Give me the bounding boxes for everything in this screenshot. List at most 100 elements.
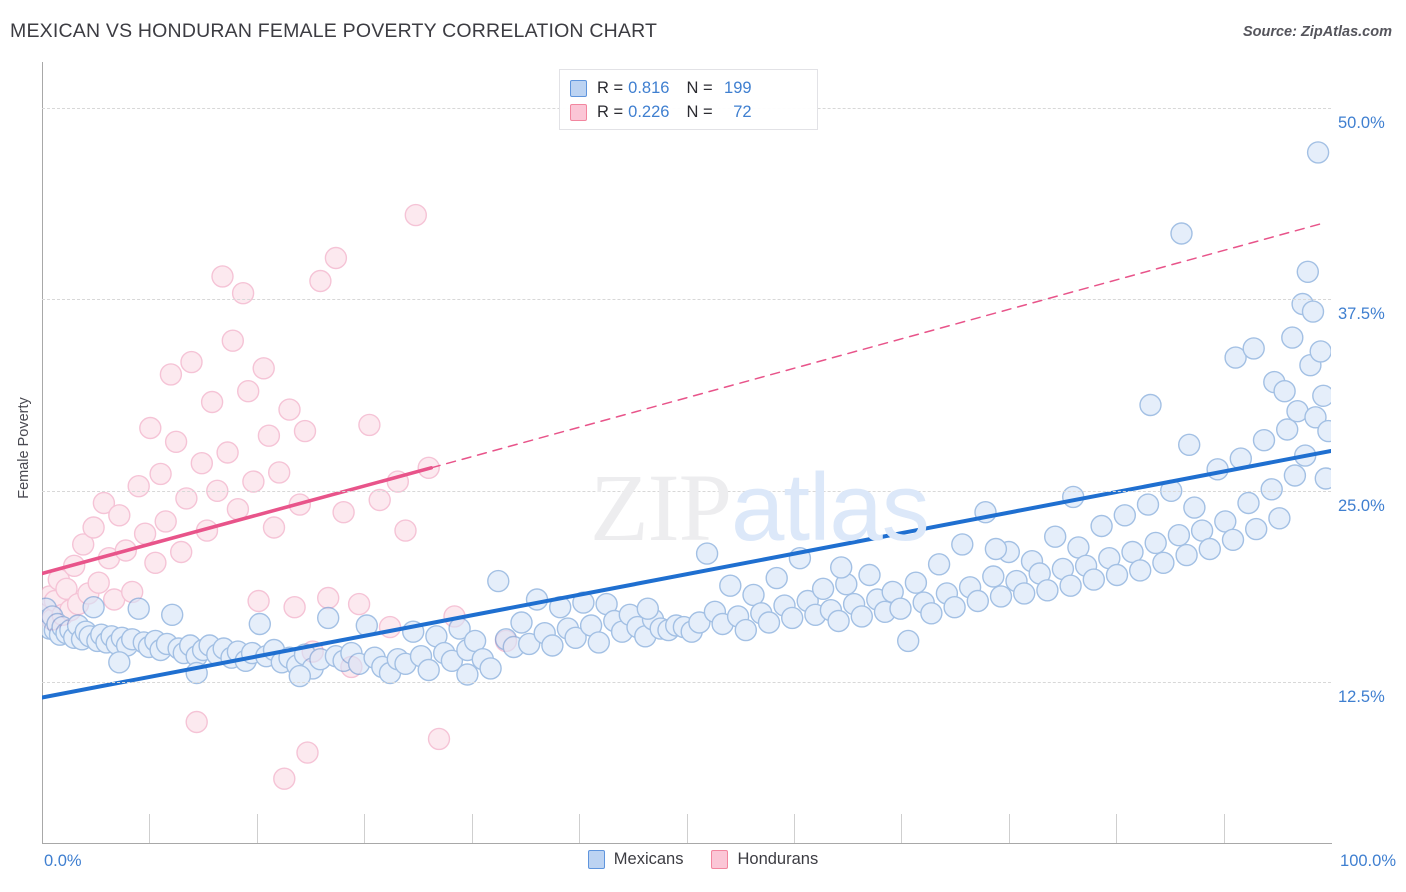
scatter-series-hondurans (42, 203, 518, 790)
x-tick (1116, 814, 1118, 843)
data-point (108, 504, 131, 527)
data-point (510, 611, 533, 634)
data-point (133, 522, 157, 545)
x-tick (1223, 814, 1225, 843)
n-label-mexicans: N = (686, 78, 713, 97)
data-point (1044, 525, 1067, 548)
data-point (1273, 380, 1296, 403)
source-label: Source: ZipAtlas.com (1242, 24, 1392, 40)
legend-item-mexicans[interactable]: Mexicans (587, 850, 684, 869)
data-point (1152, 551, 1175, 574)
data-point (518, 632, 541, 656)
data-point (55, 577, 78, 600)
data-point (175, 487, 198, 510)
y-tick-label: 12.5% (1338, 688, 1385, 707)
data-point (1301, 300, 1325, 323)
data-point (904, 571, 928, 594)
data-point (1183, 496, 1206, 519)
data-point (1128, 559, 1152, 582)
r-label-mexicans: R = (597, 78, 624, 97)
data-point (1312, 384, 1331, 407)
y-axis-line (42, 62, 43, 844)
data-point (1013, 582, 1036, 605)
data-point (247, 589, 270, 613)
data-point (1144, 531, 1167, 555)
data-point (1275, 418, 1299, 441)
data-point (127, 475, 150, 498)
data-point (1036, 579, 1059, 602)
scatter-series-mexicans (42, 141, 1331, 688)
data-point (487, 569, 510, 593)
legend-label-hondurans: Hondurans (737, 850, 819, 868)
data-point (830, 556, 853, 579)
data-point (1281, 326, 1304, 349)
x-tick (579, 814, 581, 843)
data-point (252, 357, 275, 380)
data-point (1090, 514, 1113, 538)
legend-item-hondurans[interactable]: Hondurans (711, 850, 818, 869)
data-point (850, 605, 873, 628)
data-point (1177, 433, 1201, 456)
data-point (1317, 419, 1331, 443)
data-point (92, 491, 116, 515)
data-point (417, 658, 440, 682)
data-point (1283, 464, 1307, 487)
data-point (288, 664, 311, 688)
data-point (211, 265, 234, 288)
data-point (149, 462, 172, 486)
x-axis-label-max: 100.0% (1340, 852, 1396, 870)
stats-row-hondurans: R = 0.226 N = 72 (570, 100, 807, 124)
data-point (719, 574, 742, 597)
data-point (695, 542, 719, 565)
data-point (185, 710, 208, 734)
stats-row-mexicans: R = 0.816 N = 199 (570, 76, 807, 100)
data-point (278, 398, 301, 421)
data-point (1136, 493, 1160, 516)
n-value-hondurans: 72 (733, 102, 752, 121)
data-point (257, 424, 281, 447)
scatter-plot (42, 141, 1331, 790)
data-point (982, 565, 1005, 588)
data-point (1167, 524, 1191, 547)
data-point (160, 603, 184, 626)
page-title: MEXICAN VS HONDURAN FEMALE POVERTY CORRE… (10, 20, 658, 42)
data-point (1170, 222, 1193, 245)
data-point (541, 634, 564, 657)
data-point (858, 563, 881, 587)
data-point (317, 586, 340, 610)
data-point (82, 596, 105, 619)
data-point (1237, 491, 1260, 515)
x-tick (471, 814, 473, 843)
x-tick (1008, 814, 1010, 843)
legend-label-mexicans: Mexicans (613, 850, 684, 868)
data-point (456, 663, 479, 686)
data-point (169, 540, 193, 564)
data-point (368, 488, 391, 512)
data-point (479, 657, 502, 680)
data-point (296, 741, 319, 764)
data-point (1198, 537, 1222, 561)
n-value-mexicans: 199 (724, 78, 752, 97)
data-point (927, 553, 951, 576)
trendline-hondurans (42, 222, 1326, 576)
data-point (127, 597, 150, 620)
data-point (332, 501, 355, 524)
data-point (236, 380, 260, 403)
gridline-12.5% (42, 682, 1331, 684)
data-point (82, 516, 105, 539)
data-point (920, 602, 943, 625)
data-point (889, 597, 912, 620)
data-point (734, 618, 757, 642)
data-point (1244, 517, 1268, 541)
data-point (1105, 563, 1129, 587)
data-point (293, 419, 317, 443)
data-point (1113, 504, 1137, 527)
data-point (108, 651, 131, 674)
data-point (587, 631, 610, 654)
data-point (427, 727, 451, 751)
data-point (897, 629, 920, 653)
data-point (1306, 141, 1330, 164)
data-point (144, 551, 167, 574)
gridline-25.0% (42, 490, 1331, 492)
